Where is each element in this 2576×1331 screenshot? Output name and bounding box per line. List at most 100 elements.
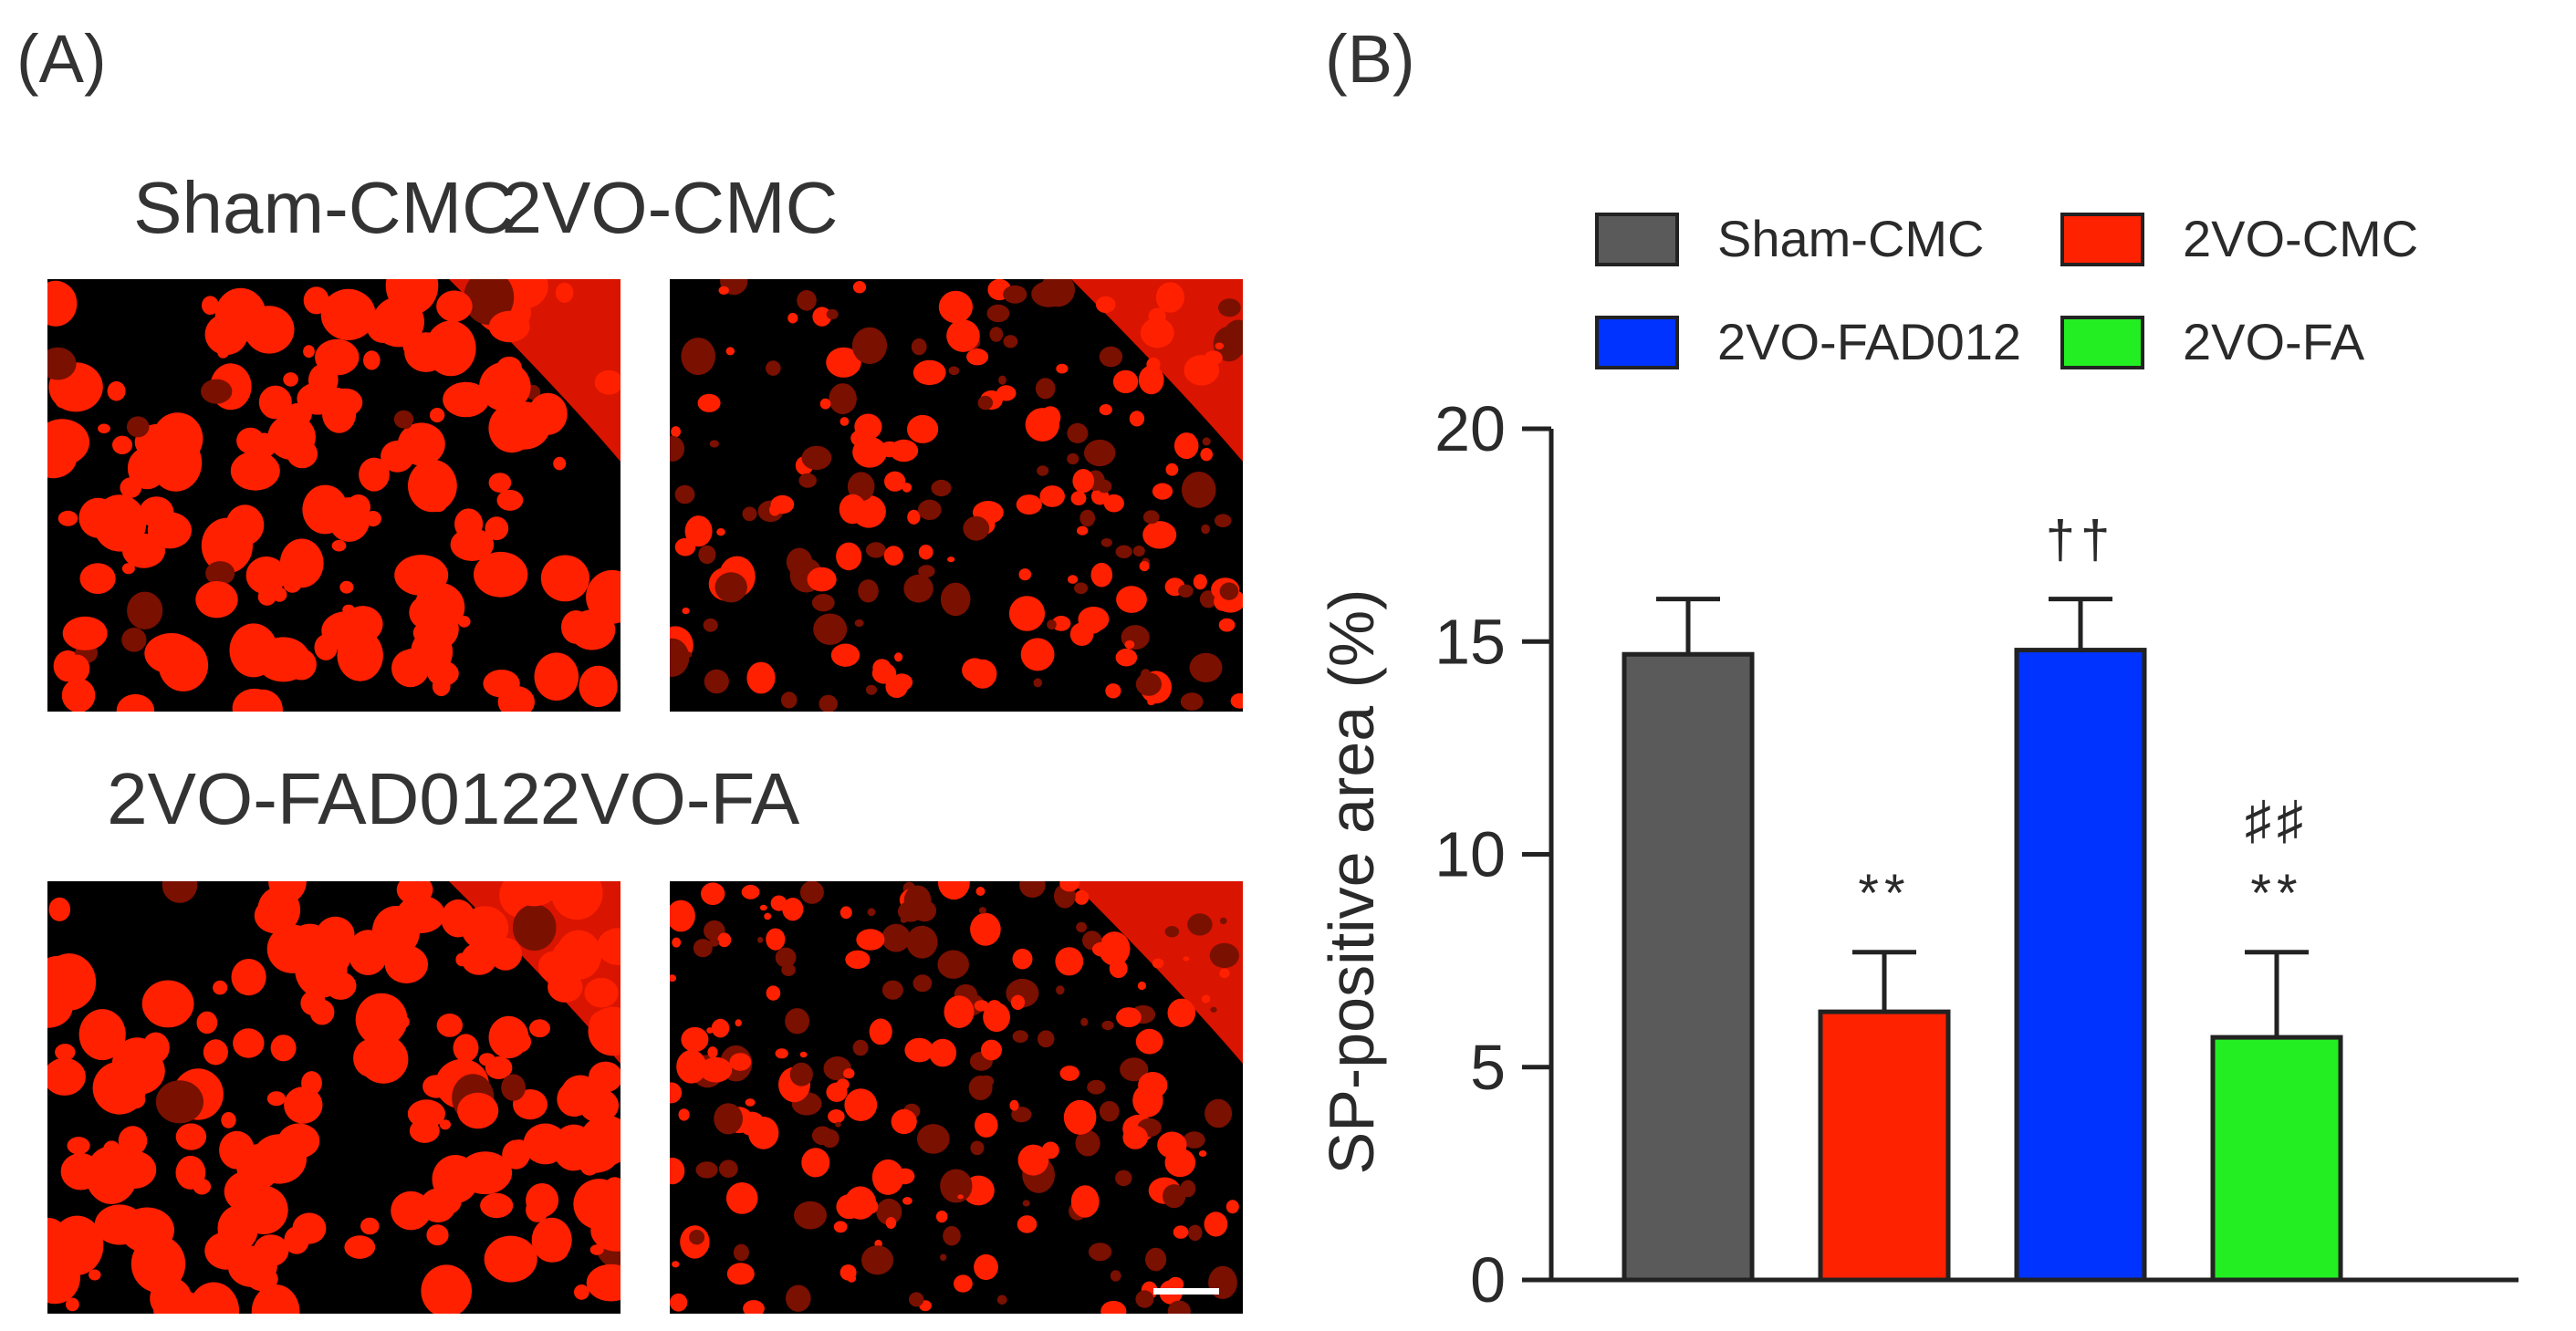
legend-label: 2VO-FAD012 — [1717, 313, 2021, 370]
image-title-2vo-fa: 2VO-FA — [539, 758, 800, 839]
cell-blob — [1088, 1243, 1112, 1262]
cell-blob — [141, 980, 194, 1028]
cell-blob — [526, 1183, 559, 1218]
micrograph-sham-cmc-canvas — [47, 279, 621, 712]
cell-blob — [714, 572, 747, 603]
cell-blob — [782, 898, 804, 921]
cell-blob — [257, 588, 276, 606]
cell-blob — [254, 898, 297, 934]
cell-blob — [701, 882, 725, 905]
cell-blob — [833, 1221, 848, 1233]
cell-blob — [693, 939, 713, 958]
cell-blob — [672, 1261, 680, 1268]
cell-blob — [553, 456, 567, 471]
cell-blob — [1137, 981, 1146, 991]
cell-blob — [1132, 1084, 1163, 1118]
cell-blob — [718, 286, 729, 295]
cell-blob — [678, 1108, 690, 1121]
cell-blob — [903, 574, 933, 603]
cell-blob — [819, 694, 838, 712]
cell-blob — [484, 1235, 537, 1283]
cell-blob — [819, 598, 829, 608]
cell-blob — [1132, 546, 1145, 556]
cell-blob — [1187, 913, 1213, 936]
cell-blob — [1105, 683, 1121, 699]
cell-blob — [309, 999, 335, 1025]
panel-b-label: (B) — [1325, 21, 1415, 97]
cell-blob — [126, 416, 150, 438]
cell-blob — [196, 1011, 218, 1035]
cell-blob — [1079, 509, 1096, 527]
cell-blob — [107, 380, 126, 401]
cell-blob — [150, 1277, 193, 1314]
cell-blob — [89, 1269, 101, 1281]
cell-blob — [913, 359, 946, 386]
cell-blob — [496, 489, 524, 511]
cell-blob — [714, 1103, 743, 1135]
cell-blob — [1135, 1290, 1154, 1308]
cell-blob — [47, 1057, 86, 1096]
cell-blob — [1095, 296, 1116, 314]
cell-blob — [797, 290, 817, 311]
cell-blob — [1116, 586, 1147, 613]
image-title-2vo-fad012: 2VO-FAD012 — [107, 758, 541, 839]
cell-blob — [1129, 411, 1145, 427]
cell-blob — [876, 1198, 902, 1225]
cell-blob — [391, 649, 430, 688]
cell-blob — [891, 1108, 917, 1135]
cell-blob — [1109, 959, 1128, 978]
cell-blob — [372, 296, 424, 348]
cell-blob — [813, 613, 848, 645]
cell-blob — [975, 887, 986, 896]
cell-blob — [770, 494, 795, 515]
cell-blob — [1017, 1144, 1049, 1176]
cell-blob — [1201, 524, 1210, 535]
cell-blob — [512, 904, 557, 951]
cell-blob — [786, 1284, 811, 1312]
cell-blob — [1035, 378, 1056, 400]
cell-blob — [488, 937, 523, 971]
cell-blob — [1037, 1030, 1055, 1048]
cell-blob — [230, 451, 280, 491]
cell-blob — [501, 1074, 526, 1101]
cell-blob — [402, 336, 422, 356]
cell-blob — [1009, 1099, 1019, 1111]
cell-blob — [214, 287, 266, 343]
cell-blob — [1011, 1107, 1032, 1123]
cell-blob — [79, 563, 116, 594]
cell-blob — [78, 1009, 126, 1061]
cell-blob — [1140, 317, 1174, 348]
cell-blob — [1090, 562, 1113, 588]
cell-blob — [1124, 640, 1135, 650]
cell-blob — [885, 675, 908, 698]
cell-blob — [938, 290, 973, 324]
micrograph-2vo-cmc — [670, 279, 1243, 712]
y-tick-label: 5 — [1470, 1032, 1506, 1103]
cell-blob — [394, 555, 449, 596]
cell-blob — [1059, 881, 1079, 892]
cell-blob — [911, 338, 927, 356]
cell-blob — [830, 643, 860, 667]
cell-blob — [775, 947, 797, 968]
cell-blob — [1183, 1131, 1205, 1149]
cell-blob — [443, 381, 489, 418]
cell-blob — [1099, 931, 1131, 966]
cell-blob — [1115, 1170, 1132, 1187]
cell-blob — [363, 350, 381, 370]
cell-blob — [1181, 472, 1216, 508]
cell-blob — [1055, 947, 1084, 976]
cell-blob — [461, 942, 497, 975]
cell-blob — [314, 634, 338, 660]
cell-blob — [284, 1087, 323, 1124]
significance-label: ** — [1858, 864, 1910, 923]
cell-blob — [534, 652, 579, 701]
cell-blob — [940, 1253, 947, 1262]
y-tick-label: 10 — [1434, 819, 1506, 890]
cell-blob — [436, 290, 473, 322]
cell-blob — [807, 567, 837, 592]
cell-blob — [355, 993, 408, 1046]
cell-blob — [670, 1158, 685, 1185]
cell-blob — [1018, 568, 1032, 581]
cell-blob — [1180, 1180, 1196, 1198]
cell-blob — [743, 1300, 765, 1314]
